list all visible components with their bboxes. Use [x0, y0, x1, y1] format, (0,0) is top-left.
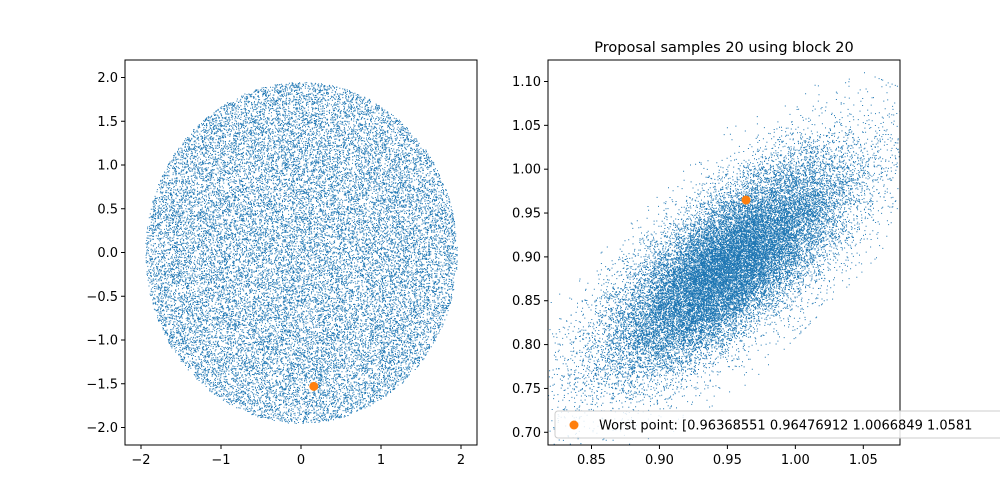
x-tick-label: 0.95 — [713, 453, 742, 468]
y-tick-label: −0.5 — [86, 290, 118, 305]
right-plot: Proposal samples 20 using block 20 0.85 0… — [512, 40, 1000, 468]
y-tick-label: −1.5 — [86, 377, 118, 392]
x-tick-label: 1.05 — [849, 453, 878, 468]
right-y-axis: 0.70 0.75 0.80 0.85 0.90 0.95 1.00 1.05 1.10 — [512, 75, 548, 441]
y-tick-label: 1.10 — [512, 75, 541, 90]
y-tick-label: 0.75 — [512, 382, 541, 397]
right-plot-frame — [547, 59, 901, 446]
x-tick-label: −2 — [131, 453, 150, 468]
y-tick-label: 1.05 — [512, 119, 541, 134]
x-tick-label: 2 — [457, 453, 465, 468]
y-tick-label: 0.5 — [97, 202, 118, 217]
y-tick-label: 1.0 — [97, 159, 118, 174]
y-tick-label: 1.5 — [97, 115, 118, 130]
y-tick-label: 1.00 — [512, 163, 541, 178]
right-highlight-layer — [741, 195, 751, 205]
x-tick-label: 0.90 — [645, 453, 674, 468]
y-tick-label: 0.85 — [512, 294, 541, 309]
right-sample-cloud — [548, 72, 900, 445]
y-tick-label: 0.80 — [512, 338, 541, 353]
y-tick-label: 2.0 — [97, 71, 118, 86]
left-y-axis: −2.0 −1.5 −1.0 −0.5 0.0 0.5 1.0 1.5 2.0 — [86, 71, 125, 436]
right-plot-area — [548, 60, 900, 445]
sample-points — [548, 72, 900, 445]
left-plot: −2 −1 0 1 2 −2.0 −1.5 −1.0 −0.5 0.0 0.5 1.0 1.5 2.0 — [86, 59, 478, 468]
highlight-point — [309, 381, 319, 391]
y-tick-label: −2.0 — [86, 421, 118, 436]
legend-marker — [569, 420, 579, 430]
highlight-point — [741, 195, 751, 205]
x-tick-label: 0.85 — [577, 453, 606, 468]
sample-points — [145, 82, 458, 424]
y-tick-label: 0.95 — [512, 207, 541, 222]
left-highlight-layer — [309, 381, 319, 391]
legend: Worst point: [0.96368551 0.96476912 1.00… — [554, 410, 1000, 439]
y-tick-label: 0.90 — [512, 250, 541, 265]
x-tick-label: 1 — [377, 453, 385, 468]
left-x-axis: −2 −1 0 1 2 — [131, 445, 465, 468]
y-tick-label: 0.0 — [97, 246, 118, 261]
x-tick-label: 1.00 — [781, 453, 810, 468]
legend-label: Worst point: [0.96368551 0.96476912 1.00… — [599, 419, 972, 434]
y-tick-label: 0.70 — [512, 426, 541, 441]
left-sample-cloud — [145, 82, 458, 424]
y-tick-label: −1.0 — [86, 334, 118, 349]
x-tick-label: −1 — [211, 453, 230, 468]
legend-box — [554, 410, 1000, 439]
x-tick-label: 0 — [297, 453, 305, 468]
right-plot-title: Proposal samples 20 using block 20 — [594, 40, 853, 56]
right-x-axis: 0.85 0.90 0.95 1.00 1.05 — [577, 445, 878, 468]
